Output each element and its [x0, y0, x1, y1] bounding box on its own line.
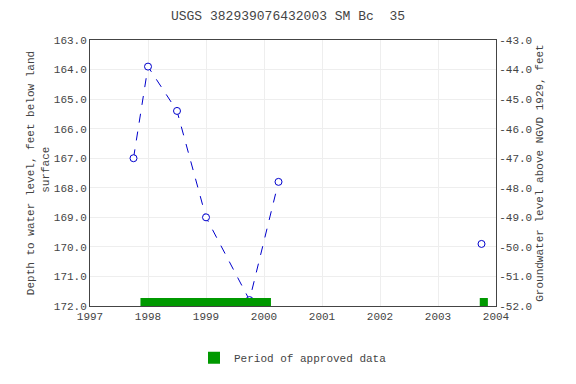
svg-text:2000: 2000 — [251, 311, 277, 323]
svg-text:Depth to water level, feet bel: Depth to water level, feet below land su… — [25, 51, 51, 295]
svg-text:-48.0: -48.0 — [499, 183, 532, 195]
svg-text:-50.0: -50.0 — [499, 242, 532, 254]
svg-text:-51.0: -51.0 — [499, 271, 532, 283]
svg-text:169.0: 169.0 — [54, 212, 87, 224]
svg-text:-47.0: -47.0 — [499, 153, 532, 165]
svg-text:-43.0: -43.0 — [499, 35, 532, 47]
svg-text:172.0: 172.0 — [54, 301, 87, 313]
svg-text:1998: 1998 — [135, 311, 161, 323]
svg-text:2004: 2004 — [483, 311, 510, 323]
svg-text:2002: 2002 — [367, 311, 393, 323]
svg-text:1999: 1999 — [193, 311, 219, 323]
svg-text:-45.0: -45.0 — [499, 94, 532, 106]
svg-text:-49.0: -49.0 — [499, 212, 532, 224]
svg-text:Period of approved data: Period of approved data — [234, 353, 386, 365]
svg-text:168.0: 168.0 — [54, 183, 87, 195]
svg-text:171.0: 171.0 — [54, 271, 87, 283]
svg-text:170.0: 170.0 — [54, 242, 87, 254]
svg-text:164.0: 164.0 — [54, 64, 87, 76]
svg-text:166.0: 166.0 — [54, 124, 87, 136]
svg-text:165.0: 165.0 — [54, 94, 87, 106]
svg-text:-44.0: -44.0 — [499, 64, 532, 76]
svg-text:-52.0: -52.0 — [499, 301, 532, 313]
svg-text:1997: 1997 — [77, 311, 103, 323]
svg-text:163.0: 163.0 — [54, 35, 87, 47]
svg-text:2001: 2001 — [309, 311, 336, 323]
svg-text:2003: 2003 — [425, 311, 451, 323]
svg-text:-46.0: -46.0 — [499, 124, 532, 136]
svg-text:USGS 382939076432003 SM Bc 35: USGS 382939076432003 SM Bc 35 — [171, 9, 405, 24]
svg-text:167.0: 167.0 — [54, 153, 87, 165]
svg-text:Groundwater level above NGVD 1: Groundwater level above NGVD 1929, feet — [534, 44, 546, 301]
